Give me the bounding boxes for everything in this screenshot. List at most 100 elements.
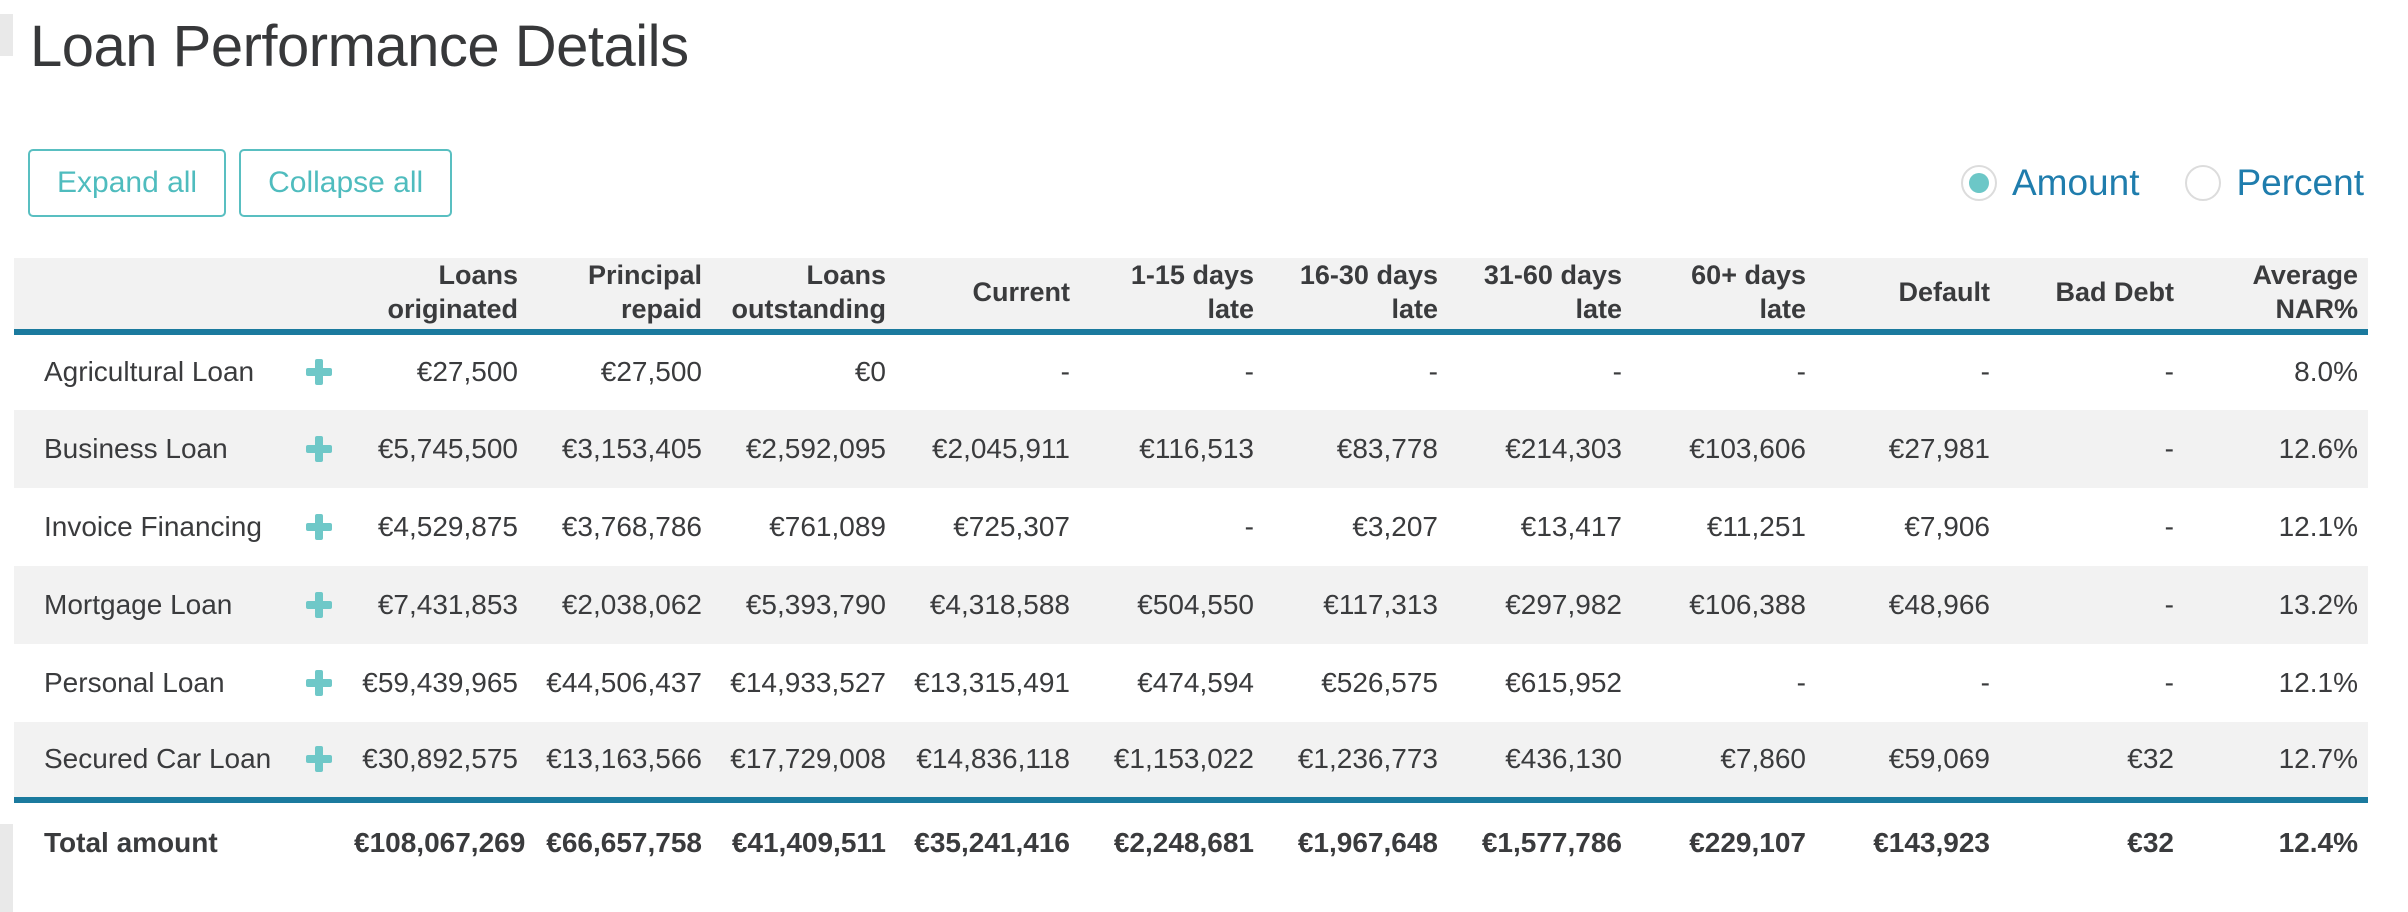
cell-value: €615,952 (1505, 666, 1622, 698)
header-31-60-days-late: 31-60 days late (1448, 257, 1632, 335)
header-1-15-days-late: 1-15 days late (1080, 257, 1264, 335)
total-value: €1,577,786 (1448, 796, 1632, 884)
cell-value: €11,251 (1706, 510, 1806, 542)
cell-value: €32 (2127, 743, 2174, 775)
expand-all-button[interactable]: Expand all (28, 148, 227, 217)
cell-value: €5,745,500 (377, 432, 518, 464)
table-row-secured-car-loan: Secured Car Loan €30,892,575 €13,163,566… (14, 721, 2368, 800)
cell-value: €13,163,566 (546, 743, 702, 775)
table-row-invoice-financing: Invoice Financing €4,529,875 €3,768,786 … (14, 488, 2368, 566)
row-label: Personal Loan (44, 666, 225, 698)
header-average-nar: Average NAR% (2184, 257, 2368, 335)
cell-value: €27,981 (1888, 432, 1990, 464)
cell-value: €3,153,405 (561, 432, 702, 464)
cell-value: €27,500 (600, 356, 702, 388)
cell-value: €7,906 (1904, 510, 1990, 542)
cell-value: €44,506,437 (546, 666, 702, 698)
header-60-plus-days-late: 60+ days late (1632, 257, 1816, 335)
total-value: €66,657,758 (528, 796, 712, 884)
amount-percent-toggle: Amount Percent (1960, 162, 2364, 204)
row-label: Invoice Financing (44, 510, 262, 542)
cell-value: €83,778 (1336, 432, 1438, 464)
total-value: €35,241,416 (896, 796, 1080, 884)
total-value: €143,923 (1816, 796, 2000, 884)
cell-value: €526,575 (1321, 666, 1438, 698)
window-edge-artifact-bottom (0, 824, 13, 912)
table-row-mortgage-loan: Mortgage Loan €7,431,853 €2,038,062 €5,3… (14, 565, 2368, 644)
cell-value: €0 (854, 356, 886, 388)
header-loans-originated: Loans originated (344, 257, 528, 335)
cell-value: €17,729,008 (730, 743, 886, 775)
cell-value: €4,318,588 (929, 588, 1070, 620)
total-value: €108,067,269 (344, 796, 528, 884)
cell-value: - (2164, 510, 2174, 542)
expand-plus-icon[interactable] (306, 513, 332, 540)
cell-value: - (2164, 432, 2174, 464)
expand-plus-icon[interactable] (306, 746, 332, 773)
cell-value: 13.2% (2278, 588, 2358, 620)
cell-value: - (1060, 356, 1070, 388)
cell-value: €761,089 (769, 510, 886, 542)
header-loan-type (14, 257, 344, 335)
header-principal-repaid: Principal repaid (528, 257, 712, 335)
cell-value: €59,069 (1888, 743, 1990, 775)
row-label: Secured Car Loan (44, 743, 272, 775)
table-row-personal-loan: Personal Loan €59,439,965 €44,506,437 €1… (14, 644, 2368, 722)
page-title: Loan Performance Details (30, 14, 689, 79)
total-value: €229,107 (1632, 796, 1816, 884)
collapse-all-button[interactable]: Collapse all (239, 148, 453, 217)
cell-value: €3,207 (1352, 510, 1438, 542)
row-label: Mortgage Loan (44, 588, 233, 620)
expand-plus-icon[interactable] (306, 591, 332, 618)
total-label: Total amount (14, 796, 344, 884)
cell-value: €2,045,911 (931, 432, 1070, 464)
cell-value: €14,836,118 (916, 743, 1070, 775)
total-value: €1,967,648 (1264, 796, 1448, 884)
cell-value: €474,594 (1137, 666, 1254, 698)
cell-value: - (2164, 588, 2174, 620)
cell-value: - (2164, 666, 2174, 698)
row-label: Agricultural Loan (44, 356, 255, 388)
expand-plus-icon[interactable] (306, 435, 332, 462)
cell-value: €2,592,095 (745, 432, 886, 464)
table-total-row: Total amount €108,067,269 €66,657,758 €4… (14, 796, 2368, 884)
cell-value: €27,500 (416, 356, 518, 388)
table-row-agricultural-loan: Agricultural Loan €27,500 €27,500 €0 - -… (14, 332, 2368, 410)
cell-value: - (2164, 356, 2174, 388)
total-value: €32 (2000, 796, 2184, 884)
radio-percent[interactable]: Percent (2185, 162, 2364, 204)
cell-value: 12.6% (2278, 432, 2358, 464)
radio-percent-label: Percent (2236, 161, 2364, 203)
header-loans-outstanding: Loans outstanding (712, 257, 896, 335)
radio-unselected-icon[interactable] (2185, 164, 2222, 201)
cell-value: €725,307 (953, 510, 1070, 542)
cell-value: €106,388 (1689, 588, 1806, 620)
cell-value: €13,315,491 (914, 666, 1070, 698)
cell-value: - (1244, 510, 1254, 542)
cell-value: €1,236,773 (1297, 743, 1438, 775)
expand-plus-icon[interactable] (306, 669, 332, 696)
cell-value: €297,982 (1505, 588, 1622, 620)
header-bad-debt: Bad Debt (2000, 257, 2184, 335)
cell-value: €103,606 (1689, 432, 1806, 464)
cell-value: 8.0% (2294, 356, 2358, 388)
header-16-30-days-late: 16-30 days late (1264, 257, 1448, 335)
cell-value: €436,130 (1505, 743, 1622, 775)
cell-value: - (1244, 356, 1254, 388)
cell-value: €3,768,786 (561, 510, 702, 542)
table-row-business-loan: Business Loan €5,745,500 €3,153,405 €2,5… (14, 409, 2368, 488)
header-current: Current (896, 257, 1080, 335)
expand-collapse-group: Expand all Collapse all (28, 148, 465, 217)
expand-plus-icon[interactable] (306, 359, 332, 386)
cell-value: €14,933,527 (730, 666, 886, 698)
total-value: €41,409,511 (712, 796, 896, 884)
cell-value: €504,550 (1137, 588, 1254, 620)
radio-amount[interactable]: Amount (1960, 162, 2139, 204)
total-value: €2,248,681 (1080, 796, 1264, 884)
cell-value: €48,966 (1888, 588, 1990, 620)
cell-value: 12.1% (2278, 510, 2358, 542)
radio-selected-icon[interactable] (1960, 164, 1997, 201)
loan-performance-table: Loans originated Principal repaid Loans … (14, 257, 2368, 884)
cell-value: €5,393,790 (745, 588, 886, 620)
cell-value: €59,439,965 (362, 666, 518, 698)
